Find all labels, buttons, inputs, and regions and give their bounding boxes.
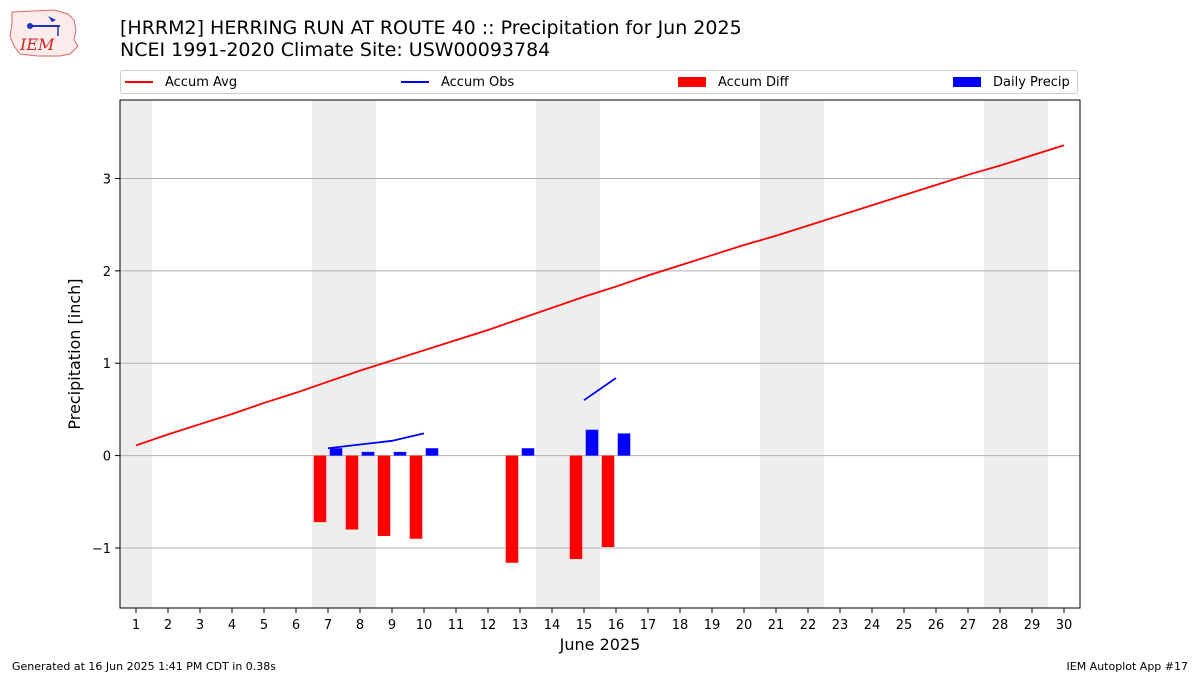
accum-diff-bar-day-7 (313, 455, 327, 523)
chart-title: [HRRM2] HERRING RUN AT ROUTE 40 :: Preci… (120, 17, 742, 61)
x-tick-label-27: 27 (960, 618, 977, 633)
x-tick-label-26: 26 (928, 618, 945, 633)
accum-diff-bar-day-13 (505, 455, 519, 563)
y-tick-label-0: −1 (92, 542, 111, 557)
x-tick-label-15: 15 (576, 618, 593, 633)
weekend-band-2 (536, 100, 600, 608)
legend-swatch-daily-precip (953, 77, 981, 87)
weekend-band-0 (120, 100, 152, 608)
weekend-band-4 (984, 100, 1048, 608)
x-tick-label-4: 4 (228, 618, 236, 633)
accum-diff-bar-day-8 (345, 455, 359, 530)
plot-frame (119, 99, 1081, 609)
daily-precip-bar-day-7 (329, 448, 343, 456)
x-tick-label-1: 1 (132, 618, 140, 633)
iem-logo: IEM (9, 9, 79, 57)
x-tick-label-16: 16 (608, 618, 625, 633)
logo-text: IEM (19, 35, 55, 54)
legend: Accum Avg Accum Obs Accum Diff Daily Pre… (120, 70, 1078, 94)
legend-item-accum-avg: Accum Avg (125, 71, 237, 93)
legend-label-accum-avg: Accum Avg (165, 74, 238, 90)
accum-obs-line-0 (327, 432, 425, 450)
daily-precip-bar-day-10 (425, 448, 439, 456)
daily-precip-bar-day-13 (521, 448, 535, 456)
title-line-1: [HRRM2] HERRING RUN AT ROUTE 40 :: Preci… (120, 17, 742, 39)
legend-label-accum-diff: Accum Diff (718, 74, 789, 90)
x-tick-label-25: 25 (896, 618, 913, 633)
x-axis-label: June 2025 (559, 635, 641, 654)
x-tick-label-22: 22 (800, 618, 817, 633)
daily-precip-bar-day-8 (361, 451, 375, 456)
footer-generated: Generated at 16 Jun 2025 1:41 PM CDT in … (12, 660, 277, 673)
x-tick-label-8: 8 (356, 618, 364, 633)
x-tick-label-2: 2 (164, 618, 172, 633)
accum-diff-bar-day-16 (601, 455, 615, 548)
y-tick-label-3: 2 (103, 265, 111, 280)
x-tick-label-21: 21 (768, 618, 785, 633)
daily-precip-bar-day-16 (617, 433, 631, 456)
x-tick-label-13: 13 (512, 618, 529, 633)
y-tick-label-2: 1 (103, 357, 111, 372)
x-tick-label-3: 3 (196, 618, 204, 633)
legend-label-accum-obs: Accum Obs (441, 74, 515, 90)
x-tick-label-7: 7 (324, 618, 332, 633)
legend-item-accum-obs: Accum Obs (401, 71, 514, 93)
accum-obs-line-1 (583, 377, 617, 401)
daily-precip-bar-day-15 (585, 429, 599, 456)
weekend-band-3 (760, 100, 824, 608)
legend-item-accum-diff: Accum Diff (678, 71, 789, 93)
x-tick-label-24: 24 (864, 618, 881, 633)
accum-diff-bar-day-9 (377, 455, 391, 536)
x-tick-label-28: 28 (992, 618, 1009, 633)
y-axis-label: Precipitation [inch] (65, 278, 84, 429)
x-tick-label-6: 6 (292, 618, 300, 633)
x-tick-label-9: 9 (388, 618, 396, 633)
weekend-band-1 (312, 100, 376, 608)
legend-swatch-accum-avg (125, 81, 153, 83)
legend-label-daily-precip: Daily Precip (993, 74, 1070, 90)
x-tick-label-20: 20 (736, 618, 753, 633)
legend-swatch-accum-diff (678, 77, 706, 87)
legend-item-daily-precip: Daily Precip (953, 71, 1070, 93)
x-tick-label-17: 17 (640, 618, 657, 633)
x-tick-label-29: 29 (1024, 618, 1041, 633)
daily-precip-bar-day-9 (393, 451, 407, 456)
x-tick-label-23: 23 (832, 618, 849, 633)
x-tick-label-12: 12 (480, 618, 497, 633)
x-tick-label-19: 19 (704, 618, 721, 633)
x-tick-label-5: 5 (260, 618, 268, 633)
x-tick-label-18: 18 (672, 618, 689, 633)
accum-diff-bar-day-15 (569, 455, 583, 560)
footer-app: IEM Autoplot App #17 (1066, 660, 1189, 673)
x-tick-label-30: 30 (1056, 618, 1073, 633)
accum-diff-bar-day-10 (409, 455, 423, 539)
y-tick-label-4: 3 (103, 173, 111, 188)
title-line-2: NCEI 1991-2020 Climate Site: USW00093784 (120, 39, 551, 61)
x-tick-label-11: 11 (448, 618, 465, 633)
legend-swatch-accum-obs (401, 81, 429, 83)
accum-avg-line (135, 144, 1065, 447)
y-tick-label-1: 0 (103, 450, 111, 465)
x-tick-label-14: 14 (544, 618, 561, 633)
x-tick-label-10: 10 (416, 618, 433, 633)
